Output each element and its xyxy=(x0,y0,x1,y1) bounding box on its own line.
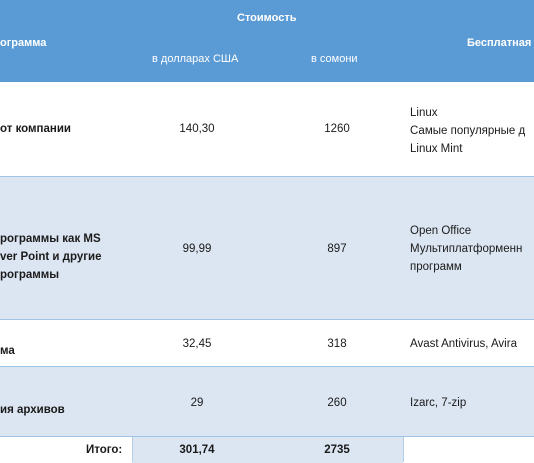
row-name-line: рограммы как MS xyxy=(0,233,101,245)
table-header xyxy=(0,0,534,82)
row-free: Avast Antivirus, Avira xyxy=(410,338,517,350)
row-free-line: Самые популярные д xyxy=(410,125,526,137)
row-somoni: 318 xyxy=(327,338,347,350)
row-divider xyxy=(0,176,534,177)
row-divider xyxy=(0,436,534,437)
table-row xyxy=(0,367,534,436)
total-divider xyxy=(403,437,404,462)
table-row xyxy=(0,82,534,176)
row-free-line: Linux Mint xyxy=(410,143,463,155)
row-name-line: рограммы xyxy=(0,269,60,281)
row-name: ма xyxy=(0,345,15,357)
row-name: от компании xyxy=(0,123,71,135)
total-usd: 301,74 xyxy=(179,444,215,456)
table-row xyxy=(0,320,534,366)
header-somoni: в сомони xyxy=(311,53,358,65)
total-somoni: 2735 xyxy=(324,444,350,456)
row-name-line: ver Point и другие xyxy=(0,251,102,263)
header-program: ограмма xyxy=(0,37,47,49)
header-cost: Стоимость xyxy=(237,12,297,24)
row-free-line: программ xyxy=(410,261,462,273)
row-free-line: Open Office xyxy=(410,225,472,237)
row-name: ия архивов xyxy=(0,404,65,416)
row-usd: 32,45 xyxy=(182,338,212,350)
row-usd: 29 xyxy=(190,397,204,409)
table-row xyxy=(0,177,534,319)
total-empty-cell xyxy=(404,437,534,463)
row-usd: 99,99 xyxy=(182,243,212,255)
total-label: Итого: xyxy=(86,444,123,456)
row-usd: 140,30 xyxy=(179,123,215,135)
total-values-cell xyxy=(132,437,403,463)
header-usd: в долларах США xyxy=(152,53,239,65)
row-free: Izarc, 7-zip xyxy=(410,397,467,409)
row-free: Linux Самые популярные д Linux Mint xyxy=(410,104,525,158)
row-somoni: 897 xyxy=(327,243,347,255)
row-divider xyxy=(0,366,534,367)
header-free: Бесплатная xyxy=(467,37,532,49)
row-free-line: Мультиплатформенн xyxy=(410,243,523,255)
row-somoni: 1260 xyxy=(324,123,350,135)
row-somoni: 260 xyxy=(327,397,347,409)
row-name: рограммы как MS ver Point и другие рогра… xyxy=(0,230,102,284)
row-free-line: Linux xyxy=(410,107,438,119)
row-divider xyxy=(0,319,534,320)
total-divider xyxy=(132,437,133,462)
total-label-cell xyxy=(0,437,132,463)
row-free: Open Office Мультиплатформенн программ xyxy=(410,222,522,276)
